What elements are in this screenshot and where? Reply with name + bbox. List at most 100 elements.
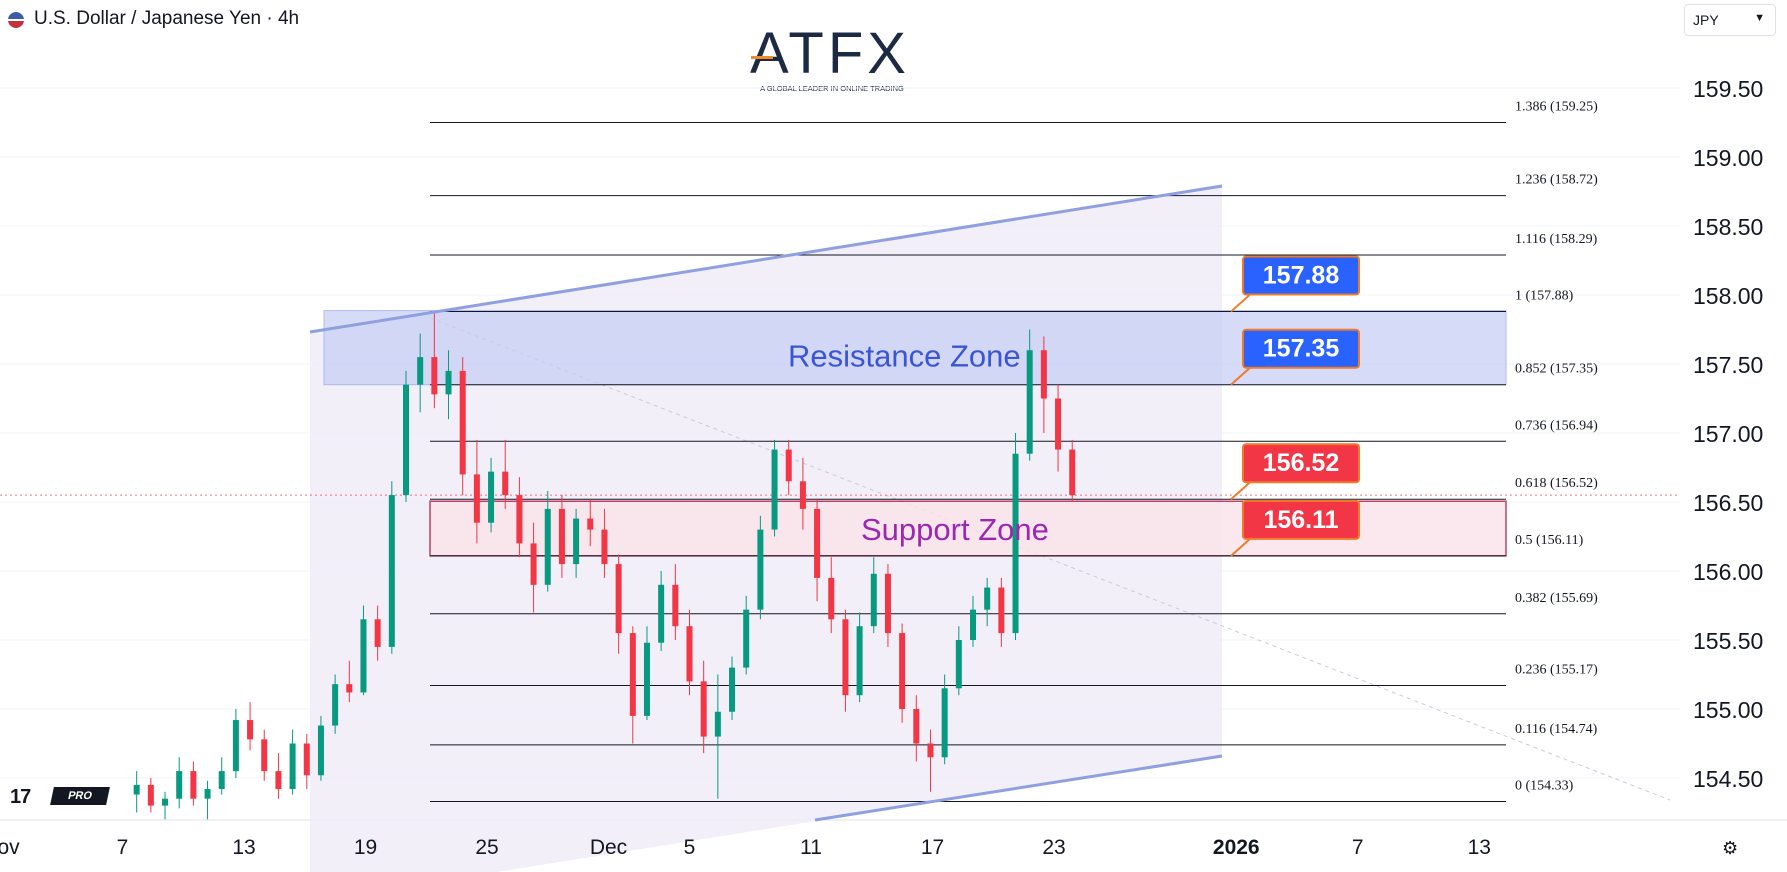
candle-body (686, 626, 693, 682)
candle-body (275, 771, 282, 790)
fib-label: 1 (157.88) (1515, 289, 1574, 304)
candle-body (1026, 350, 1033, 454)
time-tick-label: Dec (590, 836, 627, 859)
price-callout-box (1242, 255, 1360, 296)
candle-body (332, 684, 339, 726)
time-tick-label: 23 (1042, 836, 1065, 859)
price-tick-label: 156.50 (1693, 490, 1763, 516)
chevron-down-icon: ▼ (1754, 12, 1765, 24)
time-tick-label: 17 (921, 836, 944, 859)
price-callout-value: 157.35 (1263, 335, 1340, 363)
fib-label: 0.382 (155.69) (1515, 591, 1598, 606)
price-tick-label: 159.50 (1693, 76, 1763, 102)
candle-body (884, 573, 891, 634)
price-tick-label: 154.50 (1693, 766, 1763, 792)
price-tick-label: 155.50 (1693, 628, 1763, 654)
candle-body (360, 619, 367, 693)
candle-body (970, 609, 976, 640)
candle-body (587, 518, 594, 530)
price-tick-label: 155.00 (1693, 697, 1763, 723)
candle-body (289, 743, 296, 790)
price-tick-label: 157.00 (1693, 421, 1763, 447)
time-tick-label: 2026 (1213, 836, 1260, 859)
callout-pointer (1230, 481, 1251, 500)
candle-body (516, 495, 523, 544)
price-callout-value: 156.11 (1263, 506, 1338, 534)
lower-trendline (814, 754, 1223, 822)
candle-body (147, 784, 154, 806)
candle-body (998, 587, 1005, 634)
candle-body (204, 789, 211, 799)
candle-body (261, 739, 268, 772)
price-callout-box (1242, 328, 1360, 369)
time-tick-label: 11 (800, 836, 822, 859)
candle-body (530, 543, 537, 585)
tradingview-logo[interactable]: 17 PRO (10, 786, 110, 808)
candle-body (388, 495, 395, 647)
candle-body (558, 508, 565, 565)
callout-pointer (1230, 293, 1251, 313)
candle-body (828, 577, 835, 620)
candle-body (403, 384, 409, 496)
candle-body (601, 529, 608, 565)
candle-body (162, 798, 169, 806)
candle-body (870, 573, 877, 627)
time-tick-label: Nov (0, 836, 20, 859)
candle-body (629, 633, 636, 716)
candle-body (346, 684, 353, 693)
candle-body (743, 609, 750, 668)
price-callout-box (1242, 499, 1360, 540)
time-tick-label: 7 (117, 836, 129, 859)
symbol-title[interactable]: U.S. Dollar / Japanese Yen · 4h (34, 8, 300, 29)
currency-selector[interactable]: JPY ▼ (1684, 4, 1776, 36)
candle-body (232, 720, 239, 772)
candle-body (785, 449, 792, 482)
candle-body (856, 626, 863, 696)
fib-label: 1.236 (158.72) (1515, 173, 1598, 188)
logo-wordmark: ATFX (750, 21, 910, 86)
candle-body (700, 681, 707, 737)
time-tick-label: 13 (232, 836, 255, 859)
candle-body (941, 688, 948, 758)
settings-gear-icon[interactable]: ⚙ (1722, 838, 1739, 858)
chart-header: U.S. Dollar / Japanese Yen · 4h JPY ▼ (0, 0, 1787, 40)
price-tick-label: 158.50 (1693, 214, 1763, 240)
fib-label: 0.236 (155.17) (1515, 663, 1598, 678)
candle-body (459, 370, 466, 475)
price-tick-label: 156.00 (1693, 559, 1763, 585)
candle-body (1069, 449, 1076, 496)
fib-label: 0.852 (157.35) (1515, 362, 1598, 377)
price-callout-value: 157.88 (1263, 262, 1340, 290)
currency-label: JPY (1693, 12, 1719, 28)
candle-body (771, 449, 778, 530)
candle-body (658, 584, 665, 643)
logo-accent (751, 56, 773, 59)
time-tick-label: 25 (475, 836, 498, 859)
candle-body (133, 784, 140, 795)
candle-body (643, 642, 650, 716)
candle-body (672, 584, 679, 627)
fib-label: 0 (154.33) (1515, 778, 1574, 793)
time-tick-label: 13 (1468, 836, 1491, 859)
candle-body (218, 771, 225, 790)
candle-body (431, 357, 438, 395)
candle-body (955, 640, 962, 689)
price-tick-label: 159.00 (1693, 145, 1763, 171)
fib-label: 0.618 (156.52) (1515, 476, 1598, 491)
candle-body (899, 633, 906, 709)
upper-trendline (309, 184, 1223, 334)
candle-body (303, 743, 310, 776)
fib-label: 1.386 (159.25) (1515, 100, 1598, 115)
candle-body (927, 743, 934, 758)
candle-body (729, 667, 736, 712)
candle-body (984, 587, 991, 610)
fib-label: 0.5 (156.11) (1515, 533, 1584, 548)
candle-body (502, 471, 509, 496)
candle-body (615, 564, 622, 634)
us-jp-flag-icon (8, 12, 24, 28)
price-tick-label: 157.50 (1693, 352, 1763, 378)
callout-pointer (1230, 366, 1251, 386)
candle-body (1040, 350, 1047, 399)
candle-body (913, 709, 920, 744)
